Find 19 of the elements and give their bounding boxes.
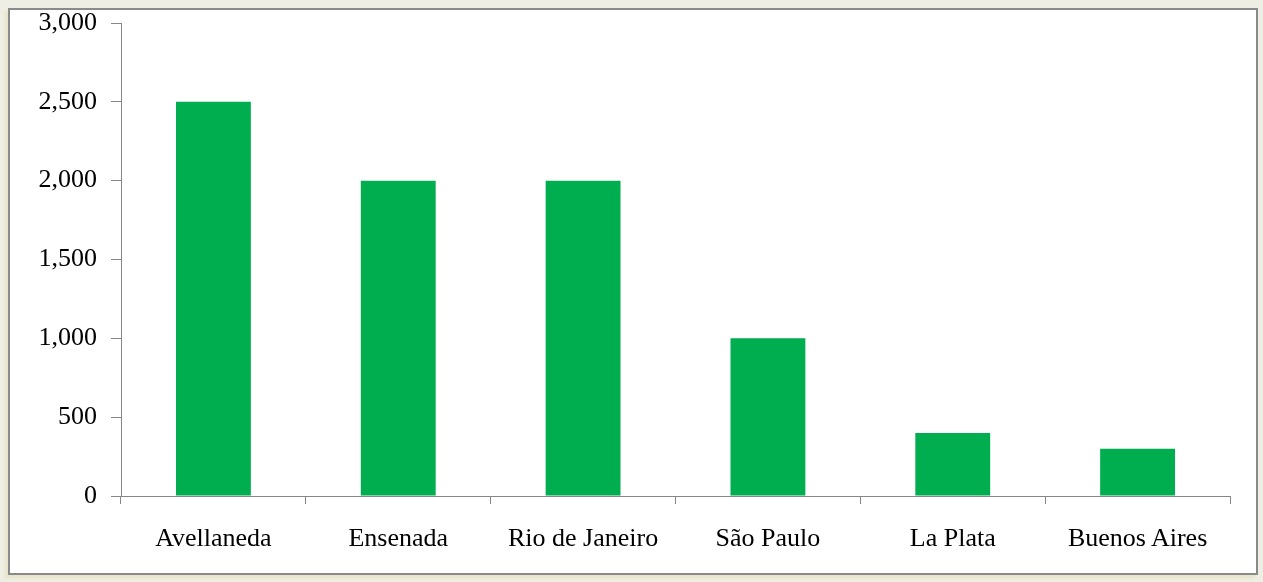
x-tick-label: Rio de Janeiro bbox=[507, 523, 659, 553]
x-tick-label: Buenos Aires bbox=[1067, 523, 1208, 553]
y-tick-label: 500 bbox=[58, 400, 97, 430]
y-tick-label: 1,500 bbox=[38, 243, 97, 273]
x-tick-label: Avellaneda bbox=[155, 523, 273, 553]
y-tick-label: 0 bbox=[84, 479, 97, 509]
y-tick-label: 3,000 bbox=[38, 6, 97, 36]
x-tick-label: La Plata bbox=[909, 523, 997, 553]
x-tick-label: Ensenada bbox=[348, 523, 449, 553]
bar bbox=[545, 180, 621, 496]
bar bbox=[915, 432, 991, 496]
y-tick-label: 2,500 bbox=[38, 85, 97, 115]
bar bbox=[360, 180, 436, 496]
bar bbox=[1100, 448, 1176, 496]
y-tick-label: 1,000 bbox=[38, 322, 97, 352]
bar bbox=[730, 338, 806, 496]
y-tick-label: 2,000 bbox=[38, 164, 97, 194]
x-tick-label: São Paulo bbox=[715, 523, 821, 553]
bar bbox=[175, 101, 251, 496]
